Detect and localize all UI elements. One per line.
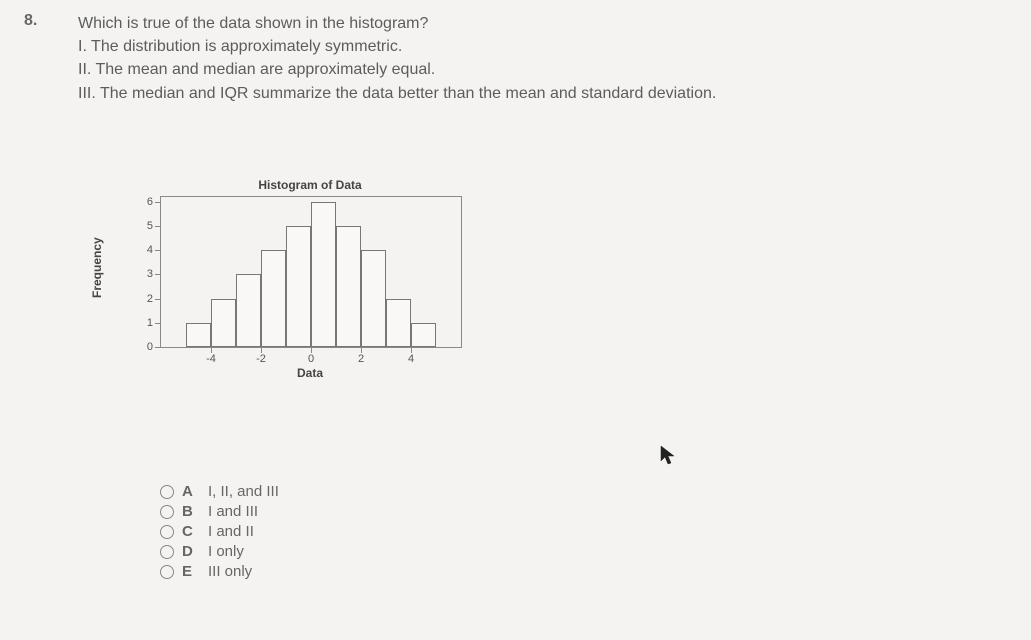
histogram-bar bbox=[211, 299, 236, 347]
histogram-bar bbox=[411, 323, 436, 347]
y-tick bbox=[155, 347, 160, 348]
y-tick bbox=[155, 250, 160, 251]
statement-3: III. The median and IQR summarize the da… bbox=[78, 82, 1011, 105]
y-tick bbox=[155, 202, 160, 203]
option-letter: C bbox=[182, 523, 198, 540]
y-tick bbox=[155, 323, 160, 324]
radio-icon[interactable] bbox=[160, 565, 174, 579]
x-tick-label: 0 bbox=[308, 353, 314, 365]
option-text: III only bbox=[208, 563, 252, 580]
answer-option[interactable]: E III only bbox=[160, 563, 279, 580]
cursor-icon bbox=[660, 445, 676, 467]
chart-title: Histogram of Data bbox=[160, 178, 460, 192]
y-tick bbox=[155, 226, 160, 227]
question-block: Which is true of the data shown in the h… bbox=[78, 12, 1011, 105]
histogram-bar bbox=[361, 250, 386, 347]
option-text: I only bbox=[208, 543, 244, 560]
histogram-bar bbox=[186, 323, 211, 347]
answer-option[interactable]: C I and II bbox=[160, 523, 279, 540]
x-tick-label: 2 bbox=[358, 353, 364, 365]
answer-option[interactable]: A I, II, and III bbox=[160, 483, 279, 500]
option-letter: E bbox=[182, 563, 198, 580]
histogram-bar bbox=[386, 299, 411, 347]
x-axis-label: Data bbox=[160, 366, 460, 380]
histogram-bar bbox=[286, 226, 311, 347]
radio-icon[interactable] bbox=[160, 505, 174, 519]
y-tick-label: 0 bbox=[147, 341, 153, 353]
histogram-bar bbox=[336, 226, 361, 347]
question-number: 8. bbox=[24, 12, 37, 30]
answer-options: A I, II, and III B I and III C I and II D I onl… bbox=[160, 480, 279, 583]
y-tick-label: 1 bbox=[147, 317, 153, 329]
statement-2: II. The mean and median are approximatel… bbox=[78, 58, 1011, 81]
answer-option[interactable]: B I and III bbox=[160, 503, 279, 520]
radio-icon[interactable] bbox=[160, 485, 174, 499]
option-text: I, II, and III bbox=[208, 483, 279, 500]
option-letter: D bbox=[182, 543, 198, 560]
histogram-bar bbox=[311, 202, 336, 347]
y-tick-label: 3 bbox=[147, 268, 153, 280]
x-tick-label: -4 bbox=[206, 353, 216, 365]
page: 8. Which is true of the data shown in th… bbox=[0, 0, 1031, 640]
y-tick-label: 5 bbox=[147, 220, 153, 232]
radio-icon[interactable] bbox=[160, 545, 174, 559]
y-axis-label: Frequency bbox=[90, 237, 104, 298]
histogram-bar bbox=[236, 274, 261, 347]
answer-option[interactable]: D I only bbox=[160, 543, 279, 560]
y-tick-label: 6 bbox=[147, 196, 153, 208]
histogram-bar bbox=[261, 250, 286, 347]
plot-area: 0123456-4-2024 bbox=[160, 196, 462, 348]
x-tick-label: 4 bbox=[408, 353, 414, 365]
y-tick bbox=[155, 299, 160, 300]
histogram-chart: Histogram of Data Frequency 0123456-4-20… bbox=[130, 178, 462, 380]
radio-icon[interactable] bbox=[160, 525, 174, 539]
option-letter: B bbox=[182, 503, 198, 520]
option-text: I and II bbox=[208, 523, 254, 540]
question-stem: Which is true of the data shown in the h… bbox=[78, 12, 1011, 35]
option-letter: A bbox=[182, 483, 198, 500]
y-tick-label: 2 bbox=[147, 293, 153, 305]
x-tick-label: -2 bbox=[256, 353, 266, 365]
option-text: I and III bbox=[208, 503, 258, 520]
y-tick-label: 4 bbox=[147, 244, 153, 256]
y-tick bbox=[155, 274, 160, 275]
statement-1: I. The distribution is approximately sym… bbox=[78, 35, 1011, 58]
